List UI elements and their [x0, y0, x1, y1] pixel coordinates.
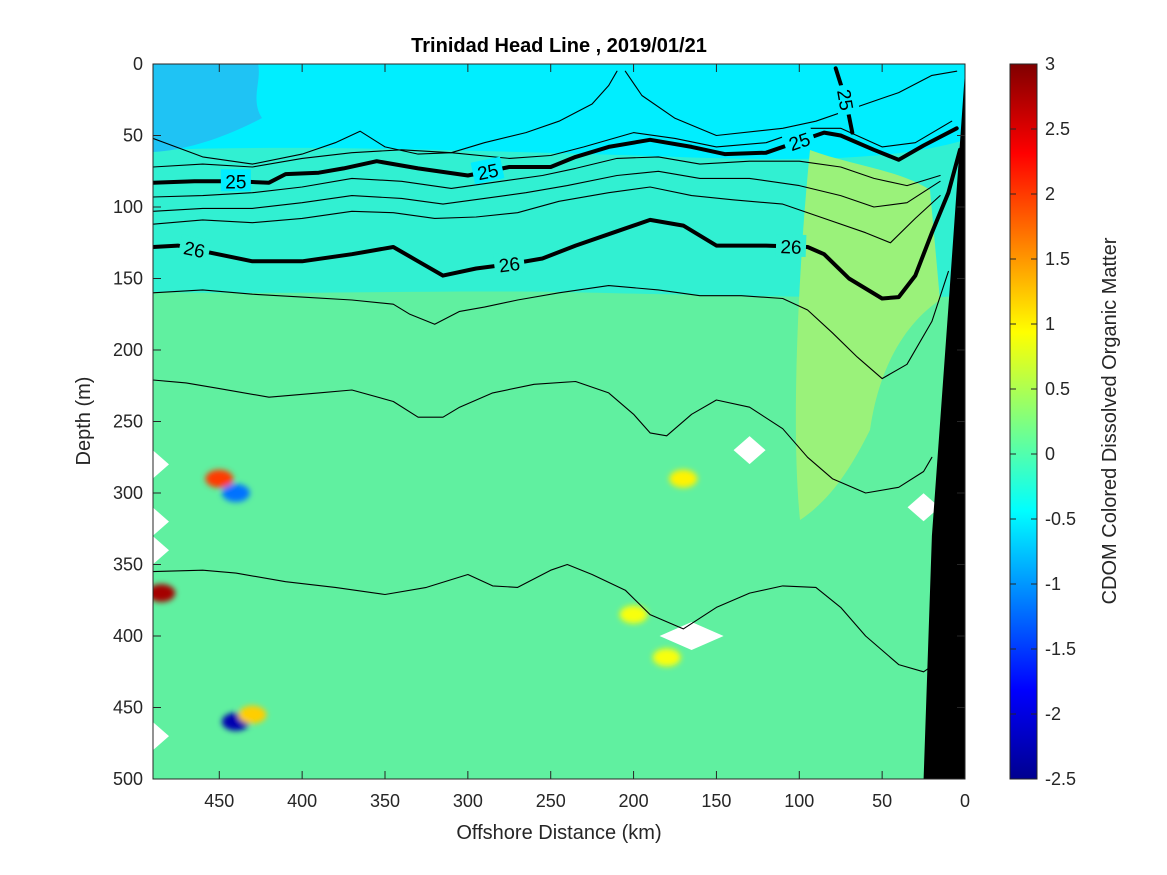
density-contours [153, 66, 962, 673]
surface-layer-fill [153, 64, 965, 160]
y-tick-label: 150 [113, 269, 143, 289]
missing-data-5 [659, 622, 724, 650]
x-tick-label: 250 [536, 791, 566, 811]
x-tick-label: 300 [453, 791, 483, 811]
contour-label-group-4: 26 [177, 234, 212, 263]
missing-data-0 [153, 450, 169, 479]
anomaly-blob-2 [221, 484, 250, 502]
missing-data-layer [153, 436, 940, 751]
contour-label-group-1: 25 [470, 156, 505, 185]
colorbar-ticks: 3 2.5 2 1.5 1 0.5 0 -0.5 -1 -1.5 -2 -2.5 [1010, 54, 1076, 789]
contour-label-bg-6 [775, 233, 807, 257]
missing-data-1 [153, 507, 169, 536]
colorbar-tick-label: 3 [1045, 54, 1055, 74]
contour-label-bg-3 [833, 82, 861, 117]
contour-line-8 [153, 186, 941, 244]
contour-line-5 [153, 120, 953, 168]
nearshore-plume [795, 150, 940, 520]
y-axis-ticks: 0 50 100 150 200 250 300 350 400 450 500 [113, 54, 965, 789]
anomaly-blob-4 [238, 705, 267, 724]
y-tick-label: 450 [113, 698, 143, 718]
bathymetry [923, 71, 965, 779]
missing-data-3 [153, 722, 169, 751]
x-axis-ticks: 450 400 350 300 250 200 150 100 50 0 [204, 64, 970, 811]
contour-line-7 [153, 170, 941, 212]
x-tick-label: 100 [784, 791, 814, 811]
anomaly-blob-7 [619, 605, 648, 624]
contour-label-bg-5 [492, 250, 526, 277]
field-layers [153, 64, 965, 520]
contour-label-bg-1 [470, 156, 505, 185]
y-axis-title: Depth (m) [73, 377, 95, 466]
isopycnal-26-line-2 [153, 147, 962, 301]
y-tick-label: 200 [113, 340, 143, 360]
contour-label-0: 25 [225, 172, 246, 193]
x-tick-label: 150 [701, 791, 731, 811]
contour-label-group-5: 26 [492, 250, 526, 278]
colorbar-tick-label: -1 [1045, 574, 1061, 594]
x-tick-label: 350 [370, 791, 400, 811]
contour-label-3: 25 [832, 88, 856, 112]
colorbar-tick-label: -2 [1045, 704, 1061, 724]
x-tick-label: 0 [960, 791, 970, 811]
y-tick-label: 500 [113, 769, 143, 789]
y-tick-label: 50 [123, 126, 143, 146]
x-axis-title: Offshore Distance (km) [456, 822, 661, 844]
colorbar-tick-label: 1 [1045, 314, 1055, 334]
chart-title: Trinidad Head Line , 2019/01/21 [411, 35, 707, 57]
x-tick-label: 50 [872, 791, 892, 811]
contour-label-group-6: 26 [775, 233, 807, 259]
x-tick-label: 450 [204, 791, 234, 811]
upper-left-patch [153, 64, 262, 152]
y-tick-label: 400 [113, 626, 143, 646]
colorbar-tick-label: -0.5 [1045, 509, 1076, 529]
contour-line-9 [153, 270, 949, 380]
contour-label-group-0: 25 [220, 169, 251, 193]
colorbar-tick-label: 0.5 [1045, 379, 1070, 399]
contour-label-4: 26 [182, 238, 207, 263]
anomaly-layer [153, 469, 698, 731]
contour-line-10 [153, 379, 933, 494]
contour-line-6 [153, 156, 941, 198]
contour-label-bg-0 [220, 169, 251, 192]
y-tick-label: 100 [113, 197, 143, 217]
contour-line-11 [153, 563, 941, 673]
colorbar-title: CDOM Colored Dissolved Organic Matter [1099, 237, 1121, 604]
contour-label-bg-2 [781, 124, 817, 156]
contour-label-bg-4 [177, 234, 212, 263]
missing-data-6 [907, 493, 940, 522]
y-tick-label: 350 [113, 555, 143, 575]
x-tick-label: 400 [287, 791, 317, 811]
colorbar-tick-label: 2 [1045, 184, 1055, 204]
anomaly-blob-5 [669, 469, 698, 488]
anomaly-blob-0 [153, 584, 176, 603]
y-tick-label: 300 [113, 483, 143, 503]
colorbar-tick-label: 1.5 [1045, 249, 1070, 269]
colorbar-tick-label: 2.5 [1045, 119, 1070, 139]
contour-label-5: 26 [498, 254, 522, 278]
contour-line-4 [624, 70, 958, 137]
missing-data-4 [733, 436, 766, 465]
anomaly-blob-1 [205, 469, 234, 488]
y-tick-label: 250 [113, 412, 143, 432]
x-tick-label: 200 [619, 791, 649, 811]
isopycnal-25-line-0 [153, 126, 959, 185]
missing-data-2 [153, 536, 169, 565]
colorbar [1009, 63, 1038, 780]
contour-label-group-3: 25 [832, 82, 861, 117]
colorbar-tick-label: -1.5 [1045, 639, 1076, 659]
colorbar-tick-label: -2.5 [1045, 769, 1076, 789]
contour-label-1: 25 [476, 160, 501, 185]
contour-label-6: 26 [780, 237, 802, 259]
contour-line-3 [153, 70, 618, 165]
anomaly-blob-6 [652, 648, 681, 667]
colorbar-tick-label: 0 [1045, 444, 1055, 464]
y-tick-label: 0 [133, 54, 143, 74]
